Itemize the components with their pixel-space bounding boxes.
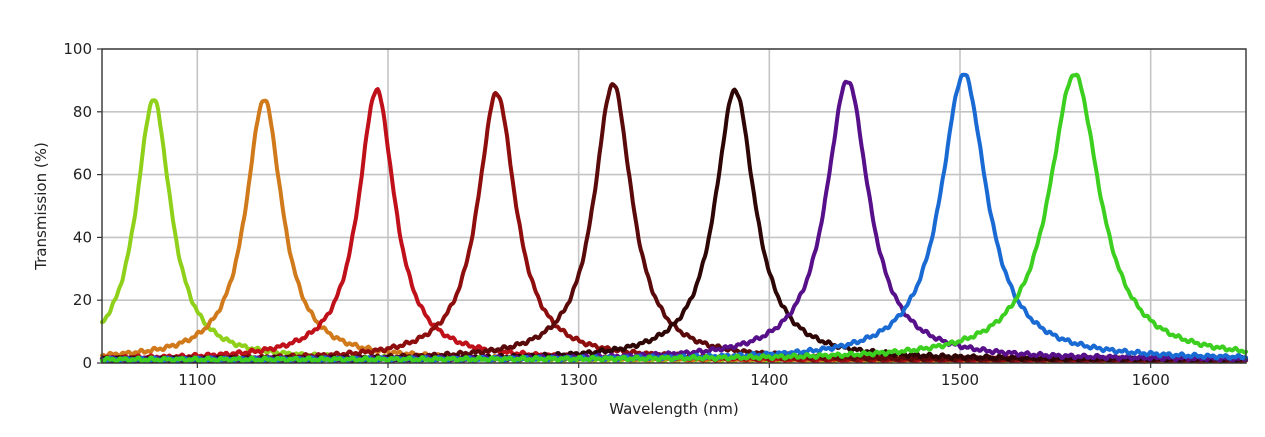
y-tick-label: 40 [73, 228, 92, 246]
y-axis-label: Transmission (%) [32, 142, 50, 271]
x-tick-label: 1100 [178, 371, 216, 389]
x-tick-label: 1300 [560, 371, 598, 389]
series-lines [100, 72, 1248, 364]
y-tick-label: 60 [73, 166, 92, 184]
series-line [100, 82, 1248, 364]
y-tick-label: 100 [63, 40, 92, 58]
series-line [100, 79, 1248, 364]
x-tick-label: 1500 [941, 371, 979, 389]
y-tick-label: 80 [73, 103, 92, 121]
series-line [100, 72, 1248, 364]
plot-frame [101, 48, 1247, 364]
x-tick-label: 1400 [750, 371, 788, 389]
grid-lines [102, 48, 1246, 364]
axis-ticks: 1100 1200 1300 1400 1500 1600 0 20 40 60 80 100 [63, 40, 1169, 389]
x-tick-label: 1600 [1132, 371, 1170, 389]
y-tick-label: 0 [82, 354, 92, 372]
x-tick-label: 1200 [369, 371, 407, 389]
x-axis-label: Wavelength (nm) [609, 400, 739, 418]
y-tick-label: 20 [73, 291, 92, 309]
series-line [100, 72, 1248, 364]
